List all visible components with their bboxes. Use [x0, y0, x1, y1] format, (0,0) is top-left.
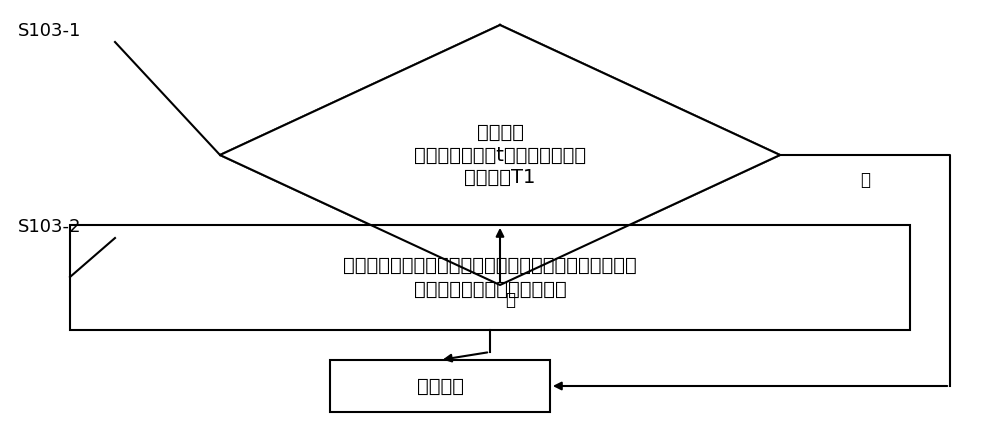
Text: 第一阈值T1: 第一阈值T1 [464, 168, 536, 187]
Text: 将所述第一标记发送至所述服务器，以触发所述服务器检: 将所述第一标记发送至所述服务器，以触发所述服务器检 [343, 256, 637, 275]
Text: 否: 否 [860, 171, 870, 189]
Text: 当前的静音时长t是否大于或等于: 当前的静音时长t是否大于或等于 [414, 145, 586, 165]
Text: 流程结束: 流程结束 [416, 377, 464, 396]
Bar [70, 225, 910, 330]
Text: 判断所述: 判断所述 [477, 123, 524, 142]
Text: S103-1: S103-1 [18, 22, 81, 40]
Text: 是: 是 [505, 291, 515, 309]
Polygon shape [220, 25, 780, 285]
Text: S103-2: S103-2 [18, 218, 82, 236]
Bar [330, 360, 550, 412]
Text: 测所述语音信息的语义完整性: 测所述语音信息的语义完整性 [414, 280, 566, 299]
